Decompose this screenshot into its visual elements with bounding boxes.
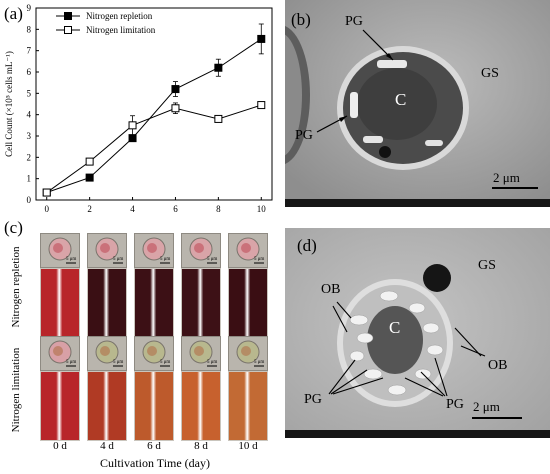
data-point — [214, 114, 223, 123]
micrograph-scale-label: 5 μm — [66, 360, 77, 365]
micrograph-scale-label: 5 μm — [113, 257, 124, 262]
culture-tube — [87, 371, 127, 441]
label-pg-right-d: PG — [446, 397, 464, 412]
plot-frame — [35, 7, 273, 201]
data-point — [42, 188, 51, 197]
label-ob-right: OB — [488, 358, 508, 373]
scale-bar-d — [472, 417, 522, 419]
series-line — [46, 38, 262, 194]
legend-label: Nitrogen limitation — [86, 25, 156, 35]
x-tick-label: 0 — [44, 204, 49, 214]
legend-marker — [64, 12, 72, 20]
day-label: 4 d — [100, 440, 114, 452]
label-gs-b: GS — [481, 66, 499, 81]
micrograph-scale-label: 5 μm — [254, 360, 265, 365]
scale-label-b: 2 μm — [493, 170, 520, 185]
culture-tube — [228, 268, 268, 338]
x-tick-label: 6 — [173, 204, 178, 214]
label-ob-top: OB — [321, 282, 341, 297]
label-pg-top: PG — [345, 14, 363, 29]
y-tick-label: 6 — [27, 67, 32, 77]
annotation-arrows-d — [328, 301, 486, 397]
day-label: 6 d — [147, 440, 161, 452]
x-tick-label: 10 — [257, 204, 267, 214]
micrograph-scale-label: 5 μm — [207, 257, 218, 262]
data-point — [171, 85, 180, 94]
micrograph-scale-label: 5 μm — [160, 257, 171, 262]
day-label: 8 d — [194, 440, 208, 452]
culture-tube — [87, 268, 127, 338]
series-line — [46, 104, 262, 193]
data-point — [128, 121, 137, 130]
x-tick-label: 2 — [87, 204, 92, 214]
label-pg-left-d: PG — [304, 392, 322, 407]
micrograph-scale-label: 5 μm — [207, 360, 218, 365]
culture-tube — [40, 371, 80, 441]
culture-tube — [40, 268, 80, 338]
tem-cell-d — [285, 228, 550, 438]
data-point — [128, 134, 137, 143]
data-point — [171, 104, 180, 113]
data-point — [214, 63, 223, 72]
label-gs-d: GS — [478, 258, 496, 273]
data-point — [257, 34, 266, 43]
y-tick-label: 7 — [27, 46, 32, 56]
culture-tube — [134, 268, 174, 338]
x-tick-label: 8 — [216, 204, 221, 214]
scale-bar-b — [492, 187, 538, 189]
micrograph-scale-label: 5 μm — [66, 257, 77, 262]
legend-marker — [64, 26, 72, 34]
micrograph-thumbnail: 5 μm — [181, 233, 221, 268]
cultivation-time-label: Cultivation Time (day) — [100, 456, 211, 470]
panel-label-b: (b) — [291, 10, 311, 29]
x-tick-label: 4 — [130, 204, 135, 214]
label-pg-left: PG — [295, 128, 313, 143]
day-label: 10 d — [238, 440, 258, 452]
growth-chart: 0 1 2 3 4 5 6 7 8 9 0 2 4 6 8 10 Cell Count (×10⁵ cells … — [4, 3, 273, 214]
micrograph-thumbnail: 5 μm — [40, 233, 80, 268]
culture-tube — [134, 371, 174, 441]
tem-cell-b — [285, 0, 550, 207]
y-tick-label: 4 — [27, 110, 32, 120]
micrograph-thumbnail: 5 μm — [134, 336, 174, 371]
y-tick-label: 9 — [27, 3, 32, 13]
micrograph-scale-label: 5 μm — [160, 360, 171, 365]
tem-image-b — [285, 0, 550, 207]
scale-label-d: 2 μm — [473, 399, 500, 414]
y-axis-label: Cell Count (×10⁵ cells mL⁻¹) — [4, 51, 14, 157]
y-tick-label: 1 — [27, 174, 32, 184]
annotation-arrows-b — [316, 29, 394, 133]
micrograph-thumbnail: 5 μm — [87, 336, 127, 371]
culture-tube — [181, 371, 221, 441]
data-point — [85, 173, 94, 182]
data-point — [257, 101, 266, 110]
micrograph-scale-label: 5 μm — [113, 360, 124, 365]
data-point — [85, 157, 94, 166]
day-label: 0 d — [53, 440, 67, 452]
culture-tube — [181, 268, 221, 338]
micrograph-thumbnail: 5 μm — [87, 233, 127, 268]
panel-label-d: (d) — [297, 236, 317, 255]
row-label-repletion: Nitrogen repletion — [10, 246, 22, 328]
y-tick-label: 5 — [27, 88, 32, 98]
micrograph-scale-label: 5 μm — [254, 257, 265, 262]
micrograph-thumbnail: 5 μm — [40, 336, 80, 371]
row-label-limitation: Nitrogen limitation — [10, 347, 22, 433]
culture-tube — [228, 371, 268, 441]
y-tick-label: 3 — [27, 131, 32, 141]
label-c-b: C — [395, 90, 407, 109]
panel-label-a: (a) — [4, 4, 23, 23]
y-tick-label: 2 — [27, 152, 32, 162]
panel-label-c: (c) — [4, 218, 23, 237]
micrograph-thumbnail: 5 μm — [228, 336, 268, 371]
micrograph-thumbnail: 5 μm — [181, 336, 221, 371]
micrograph-thumbnail: 5 μm — [228, 233, 268, 268]
label-c-d: C — [389, 318, 401, 337]
y-tick-label: 8 — [27, 24, 32, 34]
micrograph-thumbnail: 5 μm — [134, 233, 174, 268]
tem-image-d — [285, 228, 550, 438]
y-tick-label: 0 — [27, 195, 32, 205]
legend-label: Nitrogen repletion — [86, 11, 153, 21]
